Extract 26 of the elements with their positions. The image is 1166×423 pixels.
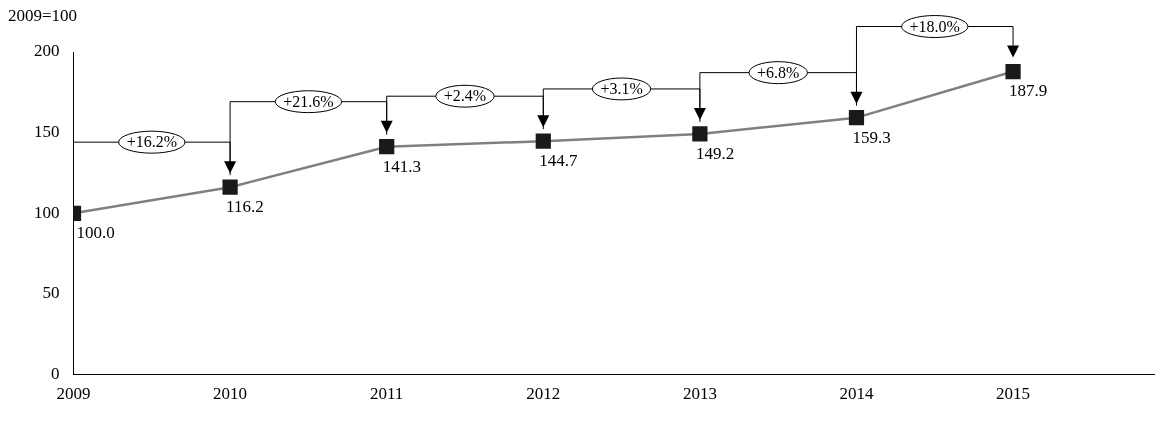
y-tick-label: 0 <box>51 364 60 384</box>
annotation: +21.6% <box>283 92 334 110</box>
data-label: 144.7 <box>539 151 579 171</box>
y-tick-label: 150 <box>34 122 60 142</box>
y-tick-label: 100 <box>34 202 60 222</box>
x-tick-label: 2009 <box>56 384 91 404</box>
y-tick-label: 200 <box>34 41 60 61</box>
text: +18.0% <box>909 17 960 35</box>
data-label: 100.0 <box>76 223 115 243</box>
data-label: 141.3 <box>382 156 421 176</box>
annotation: +3.1% <box>600 80 643 98</box>
x-tick-label: 2010 <box>213 384 248 404</box>
x-tick-label: 2011 <box>370 384 404 404</box>
x-tick-label: 2012 <box>526 384 561 404</box>
x-tick-label: 2014 <box>839 384 874 404</box>
annotation: +6.8% <box>756 63 800 81</box>
annotation: +16.2% <box>126 133 177 151</box>
y-tick-label: 50 <box>42 283 60 303</box>
data-label: 149.2 <box>695 143 735 163</box>
data-label: 159.3 <box>852 127 891 147</box>
annotation: +2.4% <box>443 87 487 105</box>
y-axis-title: 2009=100 <box>8 5 78 25</box>
x-tick-label: 2015 <box>996 384 1031 404</box>
data-label: 116.2 <box>226 197 264 217</box>
x-tick-label: 2013 <box>682 384 717 404</box>
data-label: 187.9 <box>1009 81 1048 101</box>
